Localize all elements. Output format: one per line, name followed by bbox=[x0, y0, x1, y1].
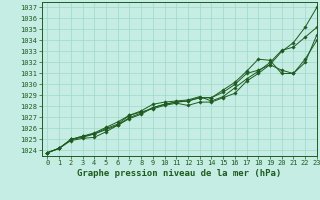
X-axis label: Graphe pression niveau de la mer (hPa): Graphe pression niveau de la mer (hPa) bbox=[77, 169, 281, 178]
